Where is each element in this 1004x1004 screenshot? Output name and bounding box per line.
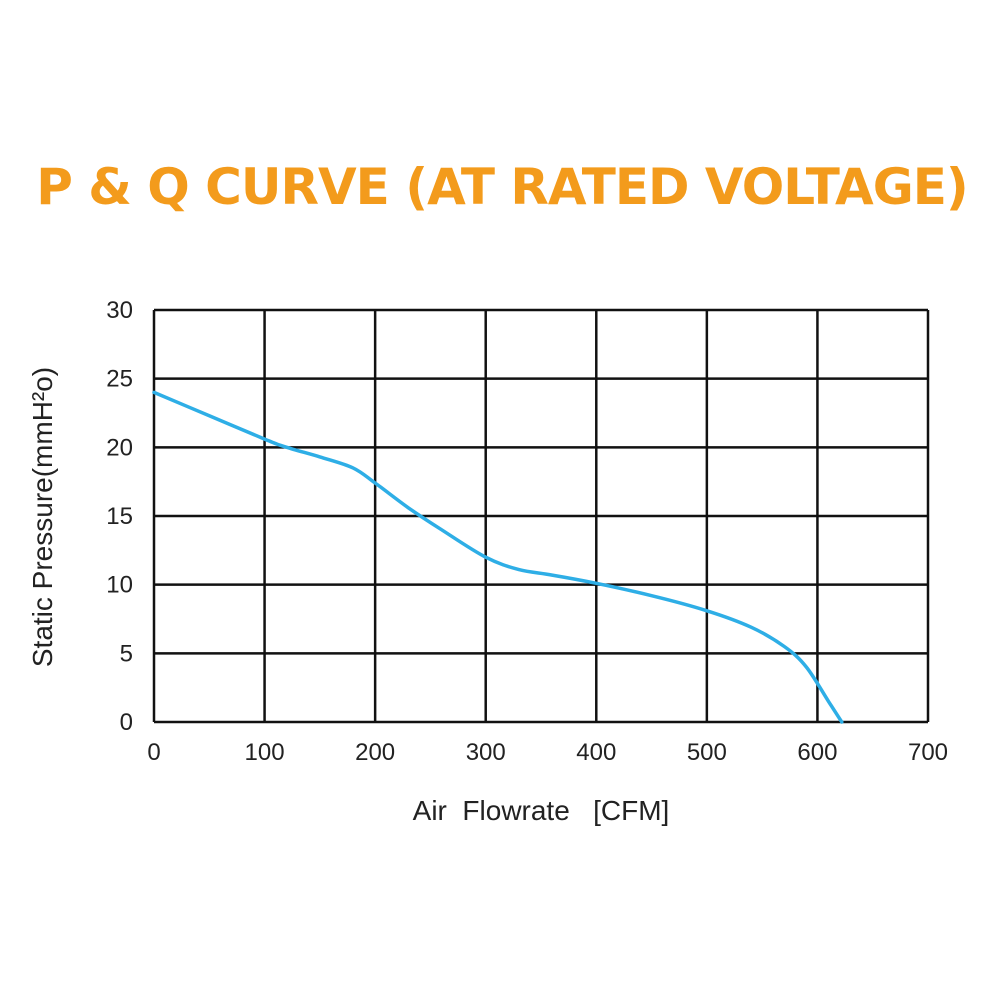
y-tick-label: 5 <box>120 640 133 667</box>
y-tick-label: 25 <box>106 366 133 393</box>
x-tick-label: 500 <box>687 739 727 766</box>
x-tick-label: 600 <box>797 739 837 766</box>
x-tick-label: 0 <box>147 739 160 766</box>
x-tick-label: 200 <box>355 739 395 766</box>
y-tick-label: 0 <box>120 709 133 736</box>
y-tick-label: 30 <box>106 297 133 324</box>
x-tick-label: 300 <box>466 739 506 766</box>
y-axis-title: Static Pressure(mmH²o) <box>27 367 58 667</box>
x-tick-label: 100 <box>245 739 285 766</box>
chart-title: P & Q CURVE (AT RATED VOLTAGE) <box>36 158 969 216</box>
y-tick-label: 10 <box>106 572 133 599</box>
pq-curve-line <box>152 390 844 724</box>
x-axis-title: Air Flowrate [CFM] <box>413 795 670 826</box>
tick-layer: 0 100 200 300 400 500 600 700 0 5 10 15 20 25 30 <box>106 297 948 766</box>
x-tick-label: 400 <box>576 739 616 766</box>
grid-layer <box>152 308 930 724</box>
y-tick-label: 20 <box>106 434 133 461</box>
x-tick-label: 700 <box>908 739 948 766</box>
y-tick-label: 15 <box>106 503 133 530</box>
